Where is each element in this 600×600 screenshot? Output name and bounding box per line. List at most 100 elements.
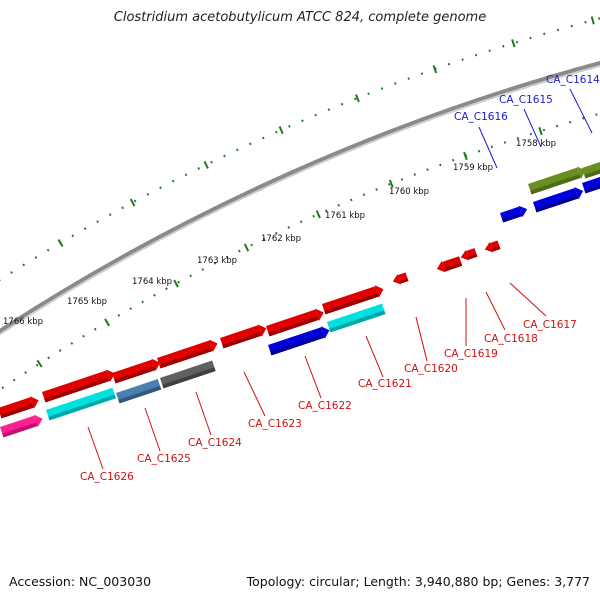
gene-ca-c1614-tail[interactable] xyxy=(582,161,600,179)
gene-ca-c1615[interactable] xyxy=(533,185,585,214)
gene-ca-c1623-shade xyxy=(222,332,262,349)
bottom-gene-label[interactable]: CA_C1618 xyxy=(484,333,538,345)
gene-ca-c1617[interactable] xyxy=(483,240,501,255)
outer-scale-dot xyxy=(301,119,304,123)
gene-ca-c1625[interactable] xyxy=(112,357,163,385)
bottom-gene-label[interactable]: CA_C1625 xyxy=(137,453,191,465)
outer-scale-dot xyxy=(488,49,491,52)
gene-ca-c1623[interactable] xyxy=(220,322,269,349)
inner-scale-dot xyxy=(47,356,50,360)
inner-scale-major-tick xyxy=(36,359,43,368)
outer-scale-dot xyxy=(210,160,213,164)
outer-scale-dot xyxy=(529,36,532,40)
outer-scale-dot xyxy=(407,77,410,80)
gene-edge-a[interactable] xyxy=(0,394,41,419)
leader-line xyxy=(485,291,506,331)
outer-scale-dot xyxy=(275,130,278,134)
gene-ca-c1622-b[interactable] xyxy=(268,324,332,356)
outer-scale-dot xyxy=(133,199,137,203)
gene-ca-c1626-b[interactable] xyxy=(46,387,116,421)
outer-scale-dot xyxy=(83,227,87,231)
gene-ca-c1618-shade xyxy=(467,253,478,260)
gene-ca-c1624-b[interactable] xyxy=(160,360,216,389)
scale-label: 1763 kbp xyxy=(197,256,237,266)
gene-edge-b[interactable] xyxy=(0,412,45,438)
outer-scale-major-tick xyxy=(511,39,516,48)
gene-ca-c1621[interactable] xyxy=(322,283,386,315)
inner-scale-dot xyxy=(238,249,241,253)
gene-ca-c1625-shade xyxy=(114,366,156,384)
gene-ca-c1624[interactable] xyxy=(157,337,220,369)
bottom-gene-label[interactable]: CA_C1617 xyxy=(523,319,577,331)
bottom-gene-label[interactable]: CA_C1619 xyxy=(444,348,498,360)
bottom-gene-label[interactable]: CA_C1620 xyxy=(404,363,458,375)
outer-scale-major-tick xyxy=(355,94,360,103)
gene-ca-c1618[interactable] xyxy=(459,247,478,263)
gene-ca-c1622-b-shade xyxy=(270,334,325,356)
scale-label: 1762 kbp xyxy=(261,234,301,244)
gene-ca-c1617-shade xyxy=(491,246,501,252)
gene-ca-c1615-tail[interactable] xyxy=(582,176,600,194)
inner-scale-dot xyxy=(529,132,533,136)
gene-ca-c1619-shade xyxy=(444,262,463,272)
outer-scale-dot xyxy=(502,45,505,48)
outer-scale-major-tick xyxy=(278,126,284,135)
outer-scale-dot xyxy=(159,186,162,190)
inner-scale-dot xyxy=(201,268,205,271)
leader-line xyxy=(478,126,498,169)
inner-scale-dot xyxy=(477,149,481,153)
inner-scale-dot xyxy=(24,371,27,375)
gene-ca-c1626[interactable] xyxy=(42,367,117,403)
outer-scale-dot xyxy=(71,234,75,238)
gene-ca-c1619[interactable] xyxy=(435,255,463,274)
gene-ca-c1620[interactable] xyxy=(391,272,409,287)
gene-ca-c1616-head xyxy=(518,205,528,218)
gene-ca-c1624-b-shade xyxy=(162,367,216,389)
inner-scale-dot xyxy=(400,178,404,181)
gene-ca-c1616[interactable] xyxy=(500,203,529,223)
leader-line xyxy=(523,108,542,148)
inner-scale-dot xyxy=(165,287,168,291)
outer-scale-dot xyxy=(394,82,397,85)
leader-line xyxy=(195,391,212,436)
inner-scale-dot xyxy=(250,243,253,247)
bottom-gene-label[interactable]: CA_C1623 xyxy=(248,418,302,430)
inner-scale-dot xyxy=(299,220,303,224)
outer-scale-dot xyxy=(340,102,344,106)
outer-scale-dot xyxy=(96,220,99,224)
outer-scale-dot xyxy=(108,213,112,217)
gene-edge-b-head xyxy=(33,414,43,427)
outer-scale-dot xyxy=(461,58,464,61)
scale-label: 1764 kbp xyxy=(132,277,172,287)
outer-scale-major-tick xyxy=(129,198,136,207)
gene-ca-c1625-b[interactable] xyxy=(116,379,162,404)
bottom-gene-label[interactable]: CA_C1626 xyxy=(80,471,134,483)
inner-scale-dot xyxy=(225,255,229,259)
top-gene-label[interactable]: CA_C1616 xyxy=(454,111,508,123)
inner-scale-dot xyxy=(312,214,315,218)
inner-scale-dot xyxy=(275,231,278,235)
inner-scale-dot xyxy=(141,300,144,304)
inner-scale-dot xyxy=(595,113,598,116)
gene-ca-c1624-head xyxy=(208,339,218,352)
gene-ca-c1617-head xyxy=(484,242,494,253)
gene-ca-c1622[interactable] xyxy=(266,306,326,337)
gene-edge-a-shade xyxy=(0,403,34,419)
bottom-gene-label[interactable]: CA_C1622 xyxy=(298,400,352,412)
outer-scale-dot xyxy=(380,87,384,90)
gene-ca-c1621-b[interactable] xyxy=(327,303,386,333)
top-gene-label[interactable]: CA_C1614 xyxy=(546,74,600,86)
inner-scale-dot xyxy=(413,173,416,176)
inner-scale-dot xyxy=(70,341,74,345)
outer-scale-dot xyxy=(543,32,546,36)
bottom-gene-label[interactable]: CA_C1621 xyxy=(358,378,412,390)
top-gene-label[interactable]: CA_C1615 xyxy=(499,94,553,106)
outer-scale-dot xyxy=(556,28,560,32)
inner-scale-dot xyxy=(35,363,39,367)
leader-line xyxy=(365,335,384,378)
bottom-gene-label[interactable]: CA_C1624 xyxy=(188,437,242,449)
inner-scale-dot xyxy=(375,188,378,191)
scale-label: 1760 kbp xyxy=(389,187,429,197)
gene-edge-a-head xyxy=(29,396,39,409)
